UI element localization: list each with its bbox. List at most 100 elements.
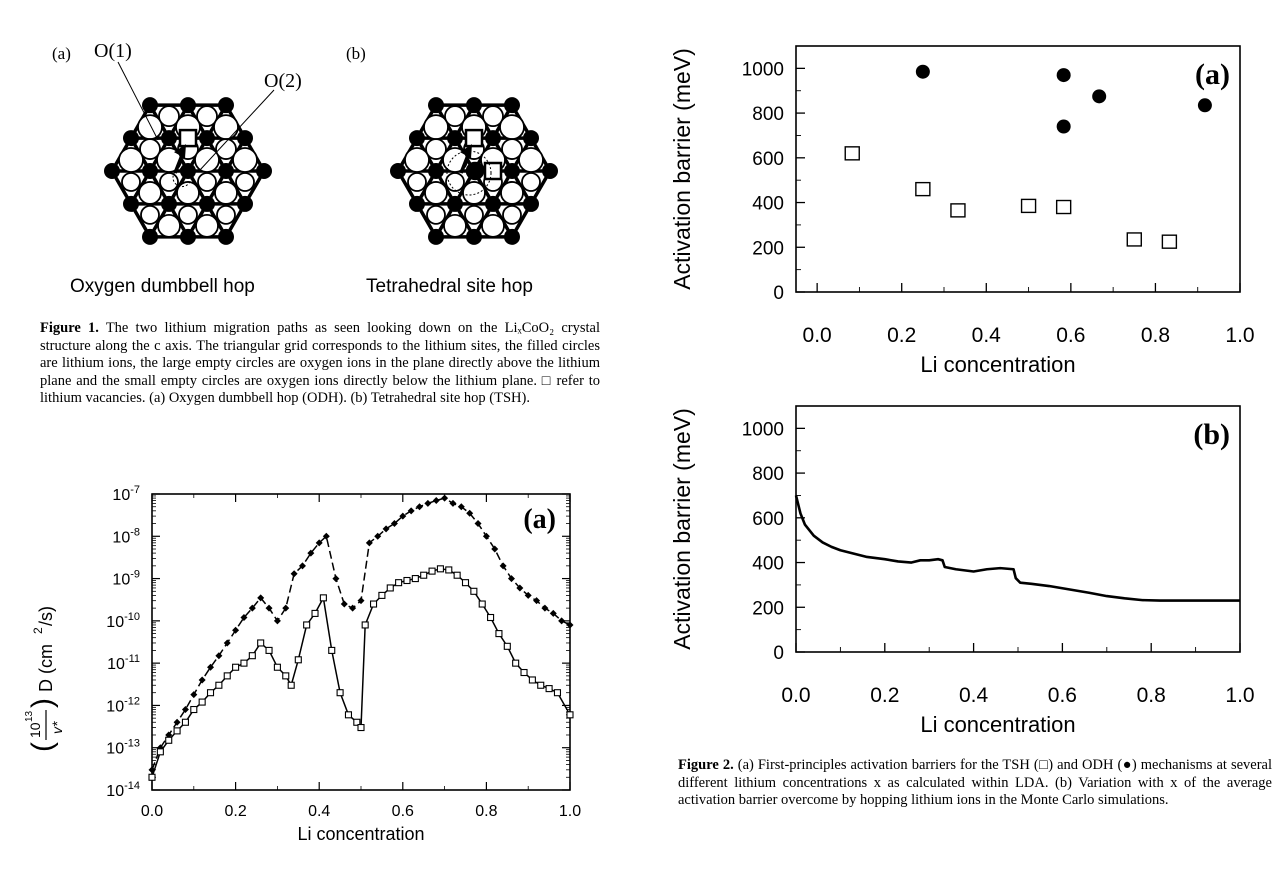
oxygen-ion — [139, 138, 161, 160]
data-point-square — [378, 591, 386, 599]
data-point-square — [528, 676, 536, 684]
odh-point — [915, 64, 930, 79]
oxygen-ion — [215, 138, 237, 160]
data-point-diamond — [566, 621, 574, 629]
lithium-ion — [504, 228, 520, 245]
panel-label: (b) — [1193, 418, 1230, 451]
y-tick-label: 1000 — [742, 419, 784, 440]
x-tick-label: 1.0 — [1225, 684, 1254, 707]
fig1-caption-body: The two lithium migration paths as seen … — [40, 320, 600, 406]
data-point-diamond — [207, 663, 215, 671]
data-point-diamond — [558, 617, 566, 625]
data-point-square — [353, 718, 361, 726]
y-tick-label: 600 — [752, 149, 784, 170]
figure1: (a) O(1) O(2) (b) Oxygen dumbbell hop Te… — [40, 30, 610, 450]
oxygen-ion — [195, 213, 219, 238]
data-point-diamond — [407, 507, 415, 515]
barrier-scatter-chart: 0 200 400 600 800 1000 0.0 0.2 0.4 0.6 0.8 1.0 Li co… — [669, 45, 1255, 377]
panel-label: (a) — [1195, 58, 1230, 91]
y-axis-label: Activation barrier (meV) — [669, 408, 695, 650]
fig2-caption-head: Figure 2. — [678, 757, 734, 773]
x-axis-label: Li concentration — [297, 824, 424, 844]
oxygen-ion — [424, 181, 448, 205]
x-tick-label: 0.6 — [1048, 684, 1077, 707]
tsh-point — [1126, 232, 1142, 247]
x-tick-label: 0.8 — [1141, 324, 1170, 347]
data-point-diamond — [399, 512, 407, 520]
data-point-diamond — [223, 639, 231, 647]
x-axis-label: Li concentration — [920, 712, 1075, 737]
lithium-ion — [466, 163, 482, 179]
fig1-o1-label: O(1) — [94, 40, 132, 62]
data-point-diamond — [482, 532, 490, 540]
data-point-diamond — [524, 591, 532, 599]
oxygen-ion — [521, 172, 541, 192]
odh-point — [1056, 119, 1071, 134]
tsh-point — [1055, 199, 1072, 215]
tsh-point — [844, 146, 860, 161]
data-point-diamond — [424, 499, 432, 507]
tsh-point — [1020, 198, 1037, 214]
lithium-ion — [428, 163, 444, 179]
dumbbell-path — [172, 168, 192, 188]
x-tick-label: 0.0 — [141, 803, 163, 820]
lithium-ion — [447, 195, 463, 212]
data-point-diamond — [541, 604, 549, 612]
panel-label: (a) — [523, 504, 556, 535]
data-point-diamond — [240, 614, 248, 622]
data-point-diamond — [198, 676, 206, 684]
data-point-square — [215, 681, 223, 689]
oxygen-ion — [462, 181, 486, 205]
x-tick-label: 0.0 — [781, 684, 810, 707]
data-point-square — [395, 579, 403, 587]
plot-frame — [151, 493, 571, 791]
data-point-square — [319, 594, 327, 602]
oxygen-ion — [235, 172, 255, 192]
data-point-diamond — [298, 562, 306, 570]
data-point-diamond — [232, 626, 240, 634]
data-point-diamond — [507, 575, 515, 583]
hop-arrow-head — [174, 144, 186, 159]
lithium-vacancy — [178, 128, 198, 148]
oxygen-ion — [404, 147, 430, 173]
lithium-ion — [256, 163, 272, 179]
data-point-square — [403, 576, 411, 585]
y-label-paren: ( — [26, 742, 59, 752]
data-point-square — [361, 621, 369, 629]
oxygen-ion — [502, 204, 522, 225]
data-point-square — [436, 565, 444, 573]
lithium-ion — [504, 163, 520, 179]
y-tick-label: 600 — [752, 509, 784, 530]
data-point-square — [181, 718, 189, 726]
oxygen-ion — [159, 172, 179, 192]
data-point-square — [545, 685, 553, 693]
oxygen-ion — [518, 147, 544, 173]
data-point-square — [273, 663, 281, 671]
odh-point — [1197, 98, 1212, 113]
data-point-diamond — [466, 509, 474, 517]
y-label-unit: /s) — [36, 606, 56, 626]
tsh-point — [915, 181, 931, 197]
lithium-ion — [523, 130, 539, 147]
y-tick-label: 0 — [773, 283, 784, 304]
lithium-vacancy — [464, 128, 484, 148]
data-point-diamond — [322, 532, 330, 540]
y-tick-label: 10-11 — [107, 653, 140, 673]
hop-arrow-head — [460, 144, 472, 159]
data-point-square — [369, 600, 378, 608]
data-point-square — [478, 600, 486, 608]
x-axis-label: Li concentration — [920, 352, 1075, 377]
hopping-ion — [465, 161, 485, 181]
data-point-square — [386, 584, 394, 592]
lithium-ion — [218, 97, 234, 114]
data-point-square — [495, 630, 503, 638]
fig1-panel-a-title: Oxygen dumbbell hop — [70, 276, 255, 297]
y-tick-label: 10-10 — [106, 611, 140, 631]
oxygen-ion — [443, 213, 467, 238]
data-point-square — [566, 711, 574, 719]
data-point-diamond — [516, 584, 524, 592]
data-point-square — [282, 672, 290, 680]
lithium-ion — [199, 130, 215, 147]
oxygen-ion — [481, 213, 505, 238]
